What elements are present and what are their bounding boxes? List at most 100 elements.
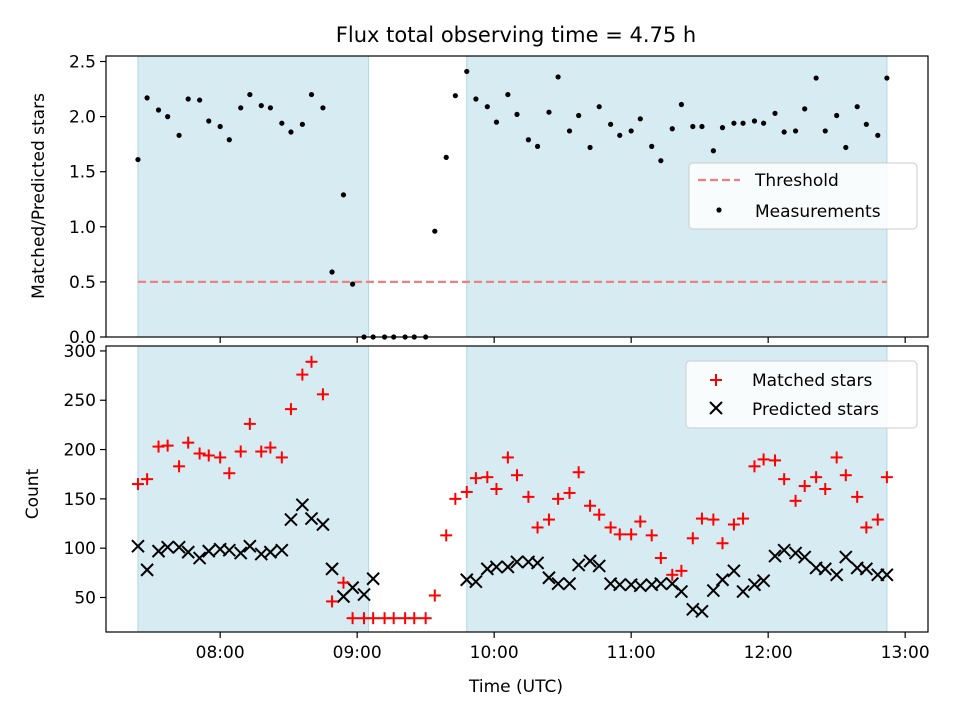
matched-point <box>275 451 288 464</box>
matched-point <box>408 612 421 625</box>
observing-intervals-top <box>137 55 888 338</box>
matched-point <box>337 576 350 589</box>
measurement-point <box>329 269 335 275</box>
measurement-point <box>740 120 746 126</box>
observing-interval <box>137 345 370 633</box>
legend-threshold-label: Threshold <box>754 171 839 191</box>
predicted-point <box>715 573 730 587</box>
measurement-point <box>802 106 808 112</box>
matched-point <box>552 492 565 505</box>
measurement-point <box>197 97 203 103</box>
measurement-point <box>144 95 150 101</box>
measurement-point <box>288 129 294 135</box>
observing-intervals-bottom <box>137 345 888 633</box>
measurement-point <box>464 68 470 75</box>
matched-point <box>214 451 227 464</box>
predicted-point <box>654 576 668 591</box>
predicted-point <box>501 560 515 574</box>
predicted-stars-series <box>131 498 894 618</box>
measurement-point <box>320 105 326 111</box>
observing-interval <box>137 55 370 338</box>
measurement-point <box>813 75 819 81</box>
legend-predicted-label: Predicted stars <box>752 400 879 420</box>
y-tick-label: 0.5 <box>69 273 96 293</box>
measurement-point <box>710 148 716 154</box>
y-tick-label: 0.0 <box>69 328 96 348</box>
measurement-point <box>308 91 315 98</box>
measurement-point <box>238 105 244 111</box>
predicted-point <box>510 555 524 569</box>
predicted-point <box>243 539 257 553</box>
predicted-point <box>756 574 771 588</box>
count-panel: 08:00 09:00 10:00 11:00 12:00 13:00 50 100 150 2… <box>23 342 930 697</box>
matched-point <box>819 483 832 495</box>
predicted-point <box>131 539 145 553</box>
x-tick-label: 08:00 <box>196 643 245 663</box>
legend-measurements-marker <box>716 207 722 213</box>
predicted-point <box>192 551 207 565</box>
measurement-point <box>546 109 552 115</box>
chart-title: Flux total observing time = 4.75 h <box>336 23 696 47</box>
matched-point <box>645 529 658 542</box>
top-x-ticks <box>219 337 906 343</box>
predicted-point <box>304 511 319 526</box>
y-tick-label: 2.0 <box>69 108 96 128</box>
y-tick-label: 1.0 <box>69 218 96 238</box>
y-tick-label: 2.5 <box>69 53 96 73</box>
predicted-point <box>151 544 166 558</box>
measurement-point <box>637 116 643 122</box>
top-plot-frame <box>105 55 929 338</box>
measurement-point <box>699 123 705 130</box>
matched-point <box>593 508 606 521</box>
x-tick-label: 11:00 <box>607 643 656 663</box>
predicted-point <box>562 576 577 591</box>
matched-point <box>686 532 699 545</box>
predicted-point <box>768 549 782 563</box>
measurement-point <box>350 281 356 287</box>
measurement-point <box>690 123 696 130</box>
measurement-point <box>751 118 758 124</box>
matched-point <box>737 512 750 525</box>
top-legend: Threshold Measurements <box>688 162 918 230</box>
matched-point <box>460 485 473 498</box>
bottom-y-ticks: 50 100 150 200 250 300 <box>64 342 106 608</box>
predicted-point <box>284 512 298 527</box>
measurement-point <box>596 104 602 110</box>
measurement-point <box>505 91 511 98</box>
predicted-point <box>295 498 310 512</box>
y-tick-label: 150 <box>64 490 96 510</box>
measurement-point <box>566 128 573 134</box>
measurement-point <box>514 111 520 118</box>
top-y-ticks: 0.0 0.5 1.0 1.5 2.0 2.5 <box>69 53 106 348</box>
measurement-point <box>299 121 305 127</box>
predicted-point <box>829 568 844 582</box>
predicted-point <box>613 577 627 592</box>
measurement-point <box>822 128 828 134</box>
predicted-point <box>160 540 175 554</box>
measurement-point <box>279 120 285 126</box>
measurement-point <box>165 114 171 120</box>
matched-point <box>707 513 720 526</box>
predicted-point <box>172 540 186 554</box>
matched-point <box>296 368 309 381</box>
predicted-point <box>469 574 483 589</box>
x-axis-label: Time (UTC) <box>468 677 563 697</box>
matched-point <box>387 612 400 625</box>
predicted-point <box>140 563 154 577</box>
measurement-point <box>834 112 840 119</box>
matched-point <box>880 471 893 484</box>
measurement-point <box>843 144 849 151</box>
measurement-point <box>443 154 449 160</box>
predicted-point <box>797 550 812 564</box>
x-tick-label: 10:00 <box>470 643 519 663</box>
y-tick-label: 1.5 <box>69 163 96 183</box>
legend-measurements-label: Measurements <box>755 202 881 222</box>
matched-point <box>522 490 535 503</box>
matched-point <box>727 518 740 531</box>
measurement-point <box>792 128 799 134</box>
matched-point <box>511 469 523 482</box>
matched-point <box>531 521 544 534</box>
predicted-point <box>633 578 648 593</box>
matched-point <box>613 528 626 541</box>
matched-point <box>542 513 555 526</box>
